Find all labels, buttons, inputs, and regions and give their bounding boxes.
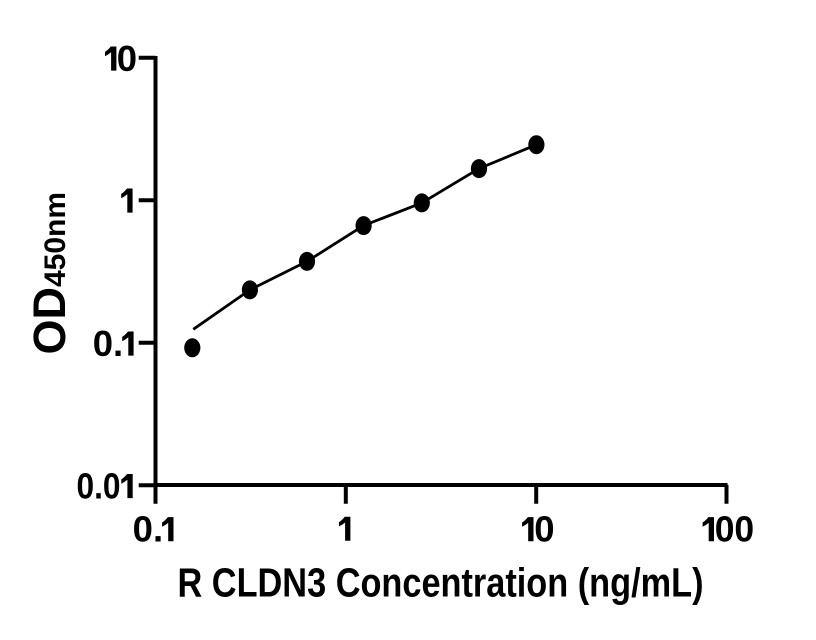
svg-text:00: 00 [715,509,755,550]
svg-text:0.: 0. [133,509,163,550]
svg-text:0: 0 [534,509,554,550]
svg-text:R CLDN3 Concentration (ng/mL): R CLDN3 Concentration (ng/mL) [178,559,704,605]
svg-text:0.: 0. [93,323,123,364]
svg-text:0: 0 [117,38,137,79]
svg-text:0.0: 0.0 [77,466,121,507]
